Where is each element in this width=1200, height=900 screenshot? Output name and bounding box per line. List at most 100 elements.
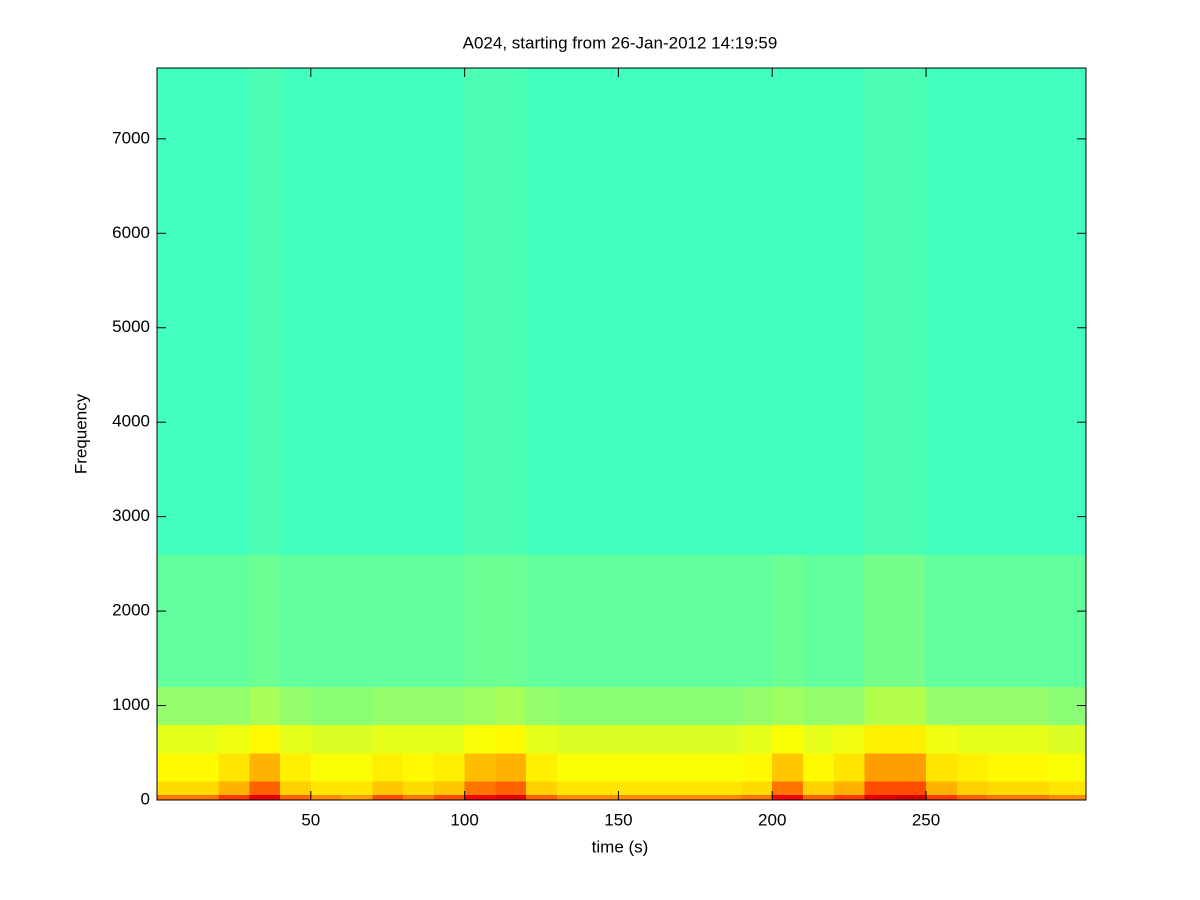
spectrogram-cell [1049, 794, 1087, 801]
spectrogram-cell [987, 781, 1019, 795]
spectrogram-cell [249, 686, 281, 725]
y-axis-label: Frequency [71, 393, 90, 474]
spectrogram-cell [1049, 724, 1087, 754]
spectrogram-cell [679, 752, 712, 782]
spectrogram-cell [526, 724, 558, 754]
spectrogram-cell [249, 794, 281, 801]
spectrogram-cell [372, 752, 404, 782]
spectrogram-cell [587, 752, 619, 782]
spectrogram-cell [1018, 752, 1050, 782]
spectrogram-cell [433, 554, 466, 688]
spectrogram-cell [741, 794, 773, 801]
spectrogram-cell [249, 781, 281, 795]
y-tick-label: 7000 [112, 128, 150, 147]
spectrogram-cell [249, 68, 281, 555]
spectrogram-cell [218, 752, 250, 782]
spectrogram-cell [310, 68, 343, 555]
spectrogram-cell [772, 781, 804, 795]
spectrogram-cell [833, 794, 866, 801]
spectrogram-cell [157, 68, 189, 555]
spectrogram-cell [649, 554, 681, 688]
y-tick-label: 5000 [112, 317, 150, 336]
spectrogram-cell [310, 794, 343, 801]
y-tick-label: 1000 [112, 695, 150, 714]
spectrogram-cell [1018, 686, 1050, 725]
spectrogram-cell [895, 724, 927, 754]
spectrogram-cell [310, 686, 343, 725]
spectrogram-cell [802, 781, 835, 795]
spectrogram-cell [157, 781, 189, 795]
spectrogram-cell [310, 752, 343, 782]
spectrogram-cell [187, 68, 220, 555]
spectrogram-cell [864, 724, 896, 754]
spectrogram-cell [618, 781, 650, 795]
spectrogram-cell [772, 752, 804, 782]
axes: 50 100 150 200 250 0 1000 2000 3000 4000 5000 6000 7… [112, 67, 1087, 829]
spectrogram-cell [157, 554, 189, 688]
spectrogram-cell [679, 554, 712, 688]
spectrogram-cell [956, 752, 989, 782]
spectrogram-cell [403, 794, 435, 801]
spectrogram-cell [741, 68, 773, 555]
spectrogram-cell [741, 781, 773, 795]
spectrogram-cell [772, 68, 804, 555]
spectrogram-cell [649, 794, 681, 801]
spectrogram-cell [556, 554, 589, 688]
spectrogram-cell [218, 781, 250, 795]
spectrogram-cell [372, 686, 404, 725]
spectrogram-cell [987, 554, 1019, 688]
spectrogram-cell [679, 724, 712, 754]
spectrogram-cell [956, 686, 989, 725]
spectrogram-cell [187, 794, 220, 801]
spectrogram-cell [403, 724, 435, 754]
spectrogram-cell [280, 554, 312, 688]
spectrogram-cell [926, 724, 958, 754]
spectrogram-cell [772, 794, 804, 801]
spectrogram-cell [987, 752, 1019, 782]
spectrogram-cell [741, 752, 773, 782]
x-tick-label: 150 [604, 810, 632, 829]
spectrogram-cell [187, 554, 220, 688]
spectrogram-cell [741, 724, 773, 754]
spectrogram-cell [649, 781, 681, 795]
spectrogram-cell [280, 686, 312, 725]
spectrogram-cell [341, 554, 373, 688]
spectrogram-cell [895, 68, 927, 555]
spectrogram-cell [864, 554, 896, 688]
spectrogram-cell [833, 686, 866, 725]
spectrogram-cell [864, 686, 896, 725]
spectrogram-cell [464, 781, 496, 795]
spectrogram-cell [618, 554, 650, 688]
spectrogram-cell [249, 554, 281, 688]
spectrogram-cell [464, 686, 496, 725]
spectrogram-cell [556, 68, 589, 555]
spectrogram-cell [556, 794, 589, 801]
spectrogram-cell [956, 724, 989, 754]
spectrogram-cell [710, 724, 742, 754]
spectrogram-cell [679, 686, 712, 725]
spectrogram-cell [526, 781, 558, 795]
x-tick-label: 250 [912, 810, 940, 829]
spectrogram-cell [987, 68, 1019, 555]
spectrogram-cell [987, 794, 1019, 801]
spectrogram-cell [495, 724, 527, 754]
spectrogram-cell [464, 794, 496, 801]
spectrogram-cell [587, 781, 619, 795]
spectrogram-cell [1018, 68, 1050, 555]
spectrogram-cell [556, 752, 589, 782]
spectrogram-cell [157, 724, 189, 754]
y-tick-label: 2000 [112, 601, 150, 620]
spectrogram-cell [710, 68, 742, 555]
spectrogram-cell [341, 686, 373, 725]
spectrogram-cell [341, 68, 373, 555]
spectrogram-cell [649, 686, 681, 725]
spectrogram-cell [802, 752, 835, 782]
spectrogram-cell [556, 724, 589, 754]
spectrogram-cell [464, 752, 496, 782]
spectrogram-cell [187, 752, 220, 782]
spectrogram-cell [864, 794, 896, 801]
spectrogram-cell [526, 686, 558, 725]
y-tick-label: 6000 [112, 223, 150, 242]
spectrogram-cell [864, 781, 896, 795]
